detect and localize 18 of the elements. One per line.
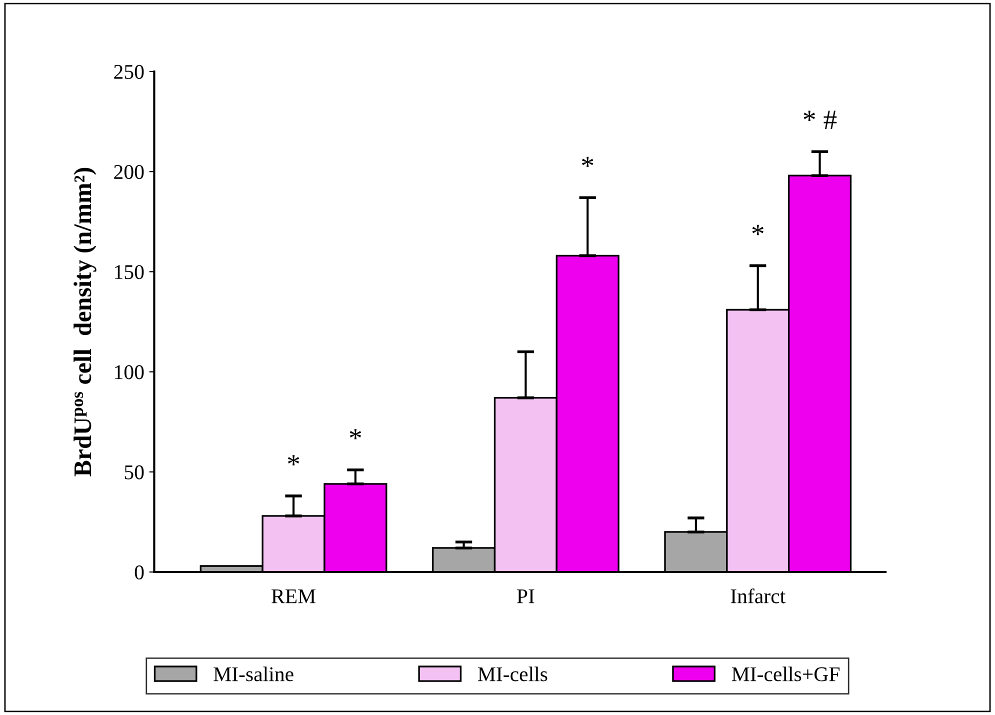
x-tick-label: Infarct xyxy=(730,588,786,604)
data-label: * # xyxy=(804,110,837,129)
data-label: * xyxy=(350,429,362,440)
y-tick-label: 50 xyxy=(124,465,144,480)
legend-label: MI-cells+GF xyxy=(732,666,840,682)
legend-label: MI-saline xyxy=(214,666,294,682)
data-label: * xyxy=(288,455,300,466)
y-tick-label: 100 xyxy=(115,365,144,380)
y-tick-label: 0 xyxy=(134,565,144,580)
y-tick-label: 150 xyxy=(115,265,144,280)
y-tick-label: 250 xyxy=(114,64,144,79)
legend-label: MI-cells xyxy=(478,666,548,682)
x-tick-label: PI xyxy=(517,589,534,604)
y-tick-label: 200 xyxy=(114,164,144,180)
data-label: * xyxy=(582,156,594,168)
data-label: * xyxy=(752,224,764,236)
x-tick-label: REM xyxy=(272,589,316,604)
y-axis-title: BrdU$^{pos}$ cell density (n/mm²) xyxy=(74,168,96,476)
